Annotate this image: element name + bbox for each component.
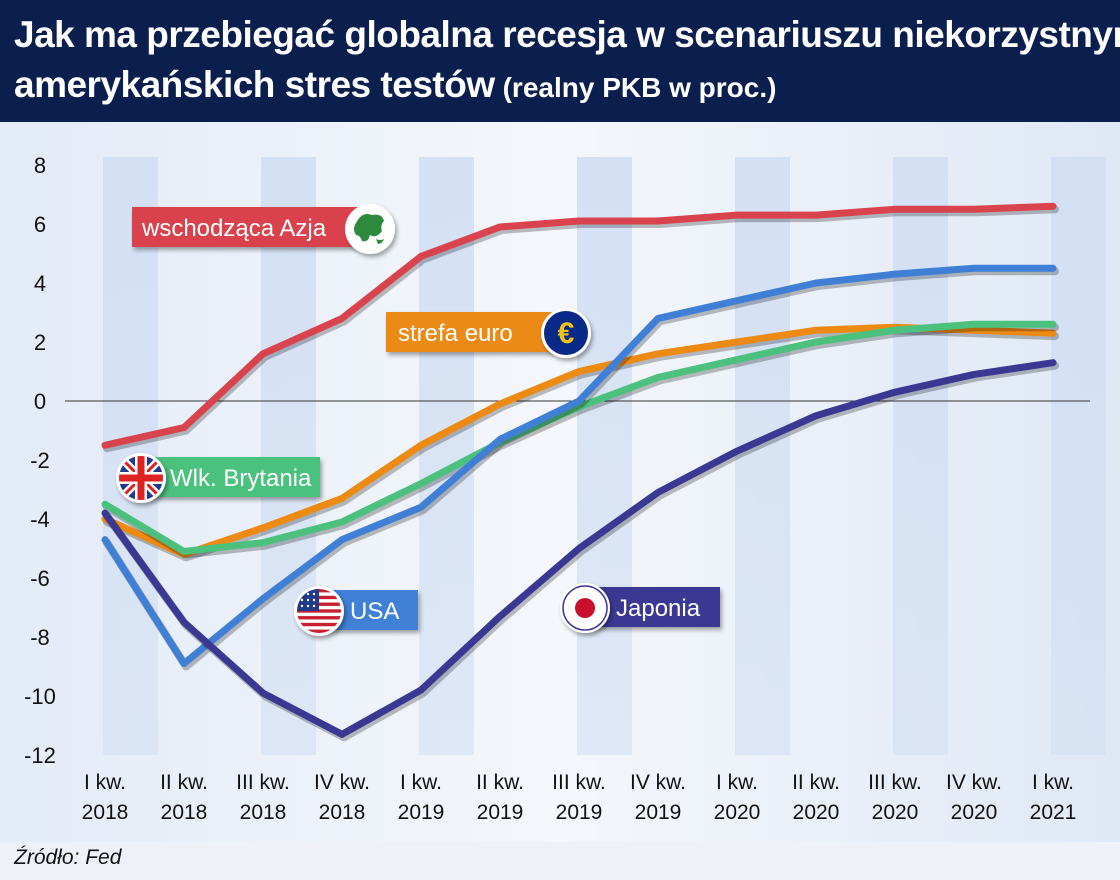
x-tick-label: III kw. — [236, 771, 290, 794]
x-tick-label-year: 2020 — [793, 801, 840, 824]
y-tick-label: -8 — [30, 625, 50, 650]
series-label-box — [386, 312, 554, 352]
series-line — [101, 320, 1057, 555]
series-label-text: wschodząca Azja — [141, 215, 327, 242]
header: Jak ma przebiegać globalna recesja w sce… — [0, 0, 1120, 122]
y-tick-label: -4 — [30, 507, 50, 532]
island-shape — [376, 239, 384, 244]
usa-flag-icon — [294, 586, 344, 636]
series-label-euro-coin: strefa euro — [386, 312, 554, 352]
y-tick-label: -6 — [30, 566, 50, 591]
x-tick-label: II kw. — [476, 771, 524, 794]
asia-globe-icon — [345, 204, 395, 254]
series-label-uk-flag: Wlk. Brytania — [140, 457, 320, 497]
series-line — [101, 202, 1057, 449]
y-tick-label: 0 — [34, 389, 46, 414]
chart-title-continued: amerykańskich stres testów — [14, 64, 495, 105]
x-tick-label: III kw. — [552, 771, 606, 794]
series-line — [101, 264, 1057, 668]
chart-title-line2: amerykańskich stres testów (realny PKB w … — [14, 64, 776, 106]
series-label-text: strefa euro — [398, 320, 513, 347]
x-tick-label: IV kw. — [946, 771, 1002, 794]
x-tick-label-year: 2020 — [872, 801, 919, 824]
x-tick-label: I kw. — [400, 771, 442, 794]
x-tick-label-year: 2019 — [556, 801, 603, 824]
x-tick-label-year: 2020 — [714, 801, 761, 824]
y-tick-label: 4 — [34, 271, 46, 296]
x-tick-label: I kw. — [716, 771, 758, 794]
uk-flag-icon — [116, 453, 166, 503]
y-tick-label: 6 — [34, 212, 46, 237]
flag-body — [297, 589, 341, 633]
x-tick-label: II kw. — [160, 771, 208, 794]
x-tick-label: III kw. — [868, 771, 922, 794]
y-tick-label: -10 — [24, 684, 56, 709]
x-tick-label: I kw. — [1032, 771, 1074, 794]
column-band — [1051, 157, 1106, 755]
coin-body — [544, 311, 588, 355]
series-line — [101, 359, 1057, 738]
x-tick-label-year: 2020 — [951, 801, 998, 824]
x-tick-label-year: 2018 — [240, 801, 287, 824]
x-tick-label: I kw. — [84, 771, 126, 794]
x-tick-label-year: 2018 — [82, 801, 129, 824]
euro-coin-icon: € — [541, 308, 591, 358]
column-band — [735, 157, 790, 755]
series-label-text: Japonia — [616, 595, 701, 622]
series-label-text: USA — [350, 598, 399, 625]
column-band — [893, 157, 948, 755]
euro-sign: € — [558, 317, 575, 350]
continent-shape — [354, 214, 384, 242]
x-tick-label-year: 2019 — [635, 801, 682, 824]
y-tick-label: -2 — [30, 448, 50, 473]
column-band — [261, 157, 316, 755]
chart-subtitle: (realny PKB w proc.) — [502, 72, 777, 103]
column-band — [577, 157, 632, 755]
source-note: Źródło: Fed — [14, 846, 122, 869]
y-tick-label: 2 — [34, 330, 46, 355]
line-chart: 8 6 4 2 0 -2 -4 -6 -8 -10 -12 I kw. 2018 II kw. 2018 II… — [0, 122, 1120, 842]
x-tick-label: IV kw. — [314, 771, 370, 794]
x-tick-label-year: 2021 — [1030, 801, 1077, 824]
x-tick-label-year: 2019 — [398, 801, 445, 824]
x-tick-label: II kw. — [792, 771, 840, 794]
x-tick-label: IV kw. — [630, 771, 686, 794]
flag-body — [119, 456, 163, 500]
x-tick-label-year: 2018 — [319, 801, 366, 824]
series-label-box — [132, 207, 364, 247]
series-label-asia-globe: wschodząca Azja — [132, 207, 364, 247]
x-tick-label-year: 2019 — [477, 801, 524, 824]
y-tick-label: 8 — [34, 153, 46, 178]
y-tick-label: -12 — [24, 743, 56, 768]
series-label-box — [140, 457, 320, 497]
series-label-text: Wlk. Brytania — [170, 465, 312, 492]
japan-flag-icon — [560, 583, 610, 633]
x-tick-label-year: 2018 — [161, 801, 208, 824]
red-disc — [575, 598, 595, 618]
chart-title: Jak ma przebiegać globalna recesja w sce… — [14, 14, 1120, 55]
